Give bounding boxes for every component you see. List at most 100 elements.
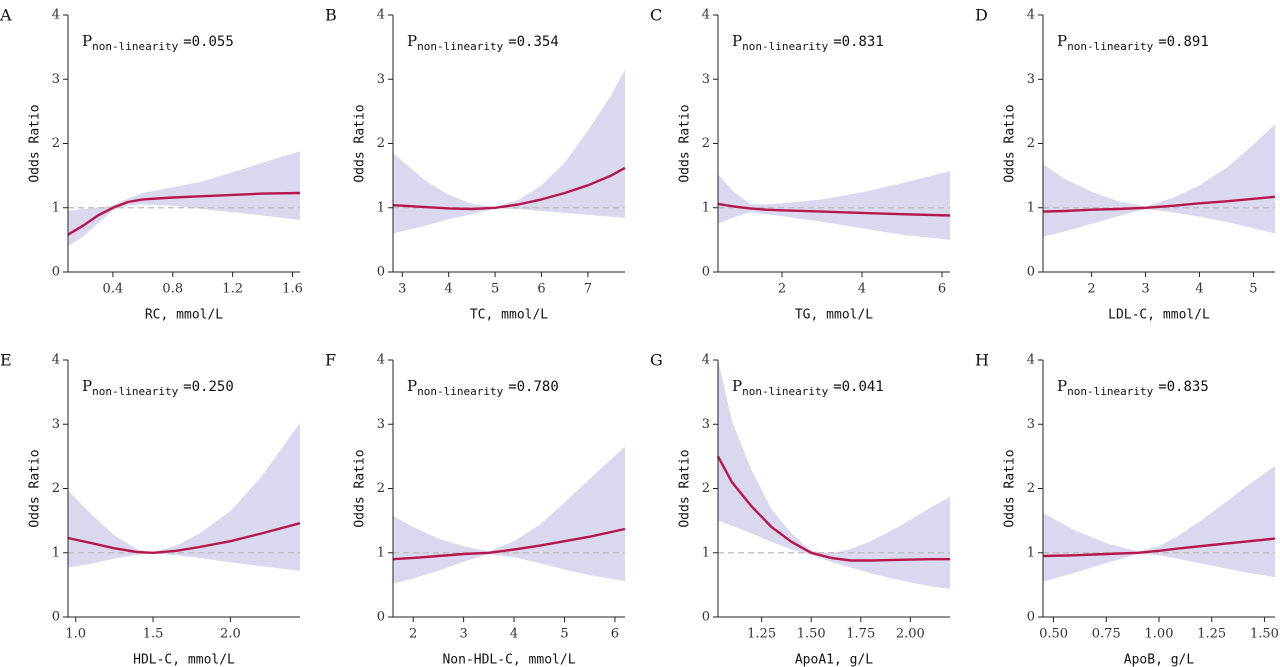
x-tick-label: 4 [858,282,866,297]
x-tick-label: 1.2 [222,282,243,297]
x-tick-label: 0.75 [1092,627,1121,642]
y-tick-label: 3 [702,72,710,87]
y-tick-label: 3 [52,417,60,432]
y-tick-label: 4 [702,8,710,23]
confidence-band [393,446,625,584]
y-tick-label: 1 [1027,200,1035,215]
x-tick-label: 1.0 [65,627,86,642]
x-axis-title: TG, mmol/L [795,308,873,323]
y-axis-title: Odds Ratio [678,104,693,182]
y-tick-label: 3 [377,72,385,87]
x-tick-label: 1.5 [143,627,164,642]
y-tick-label: 2 [52,481,60,496]
y-axis-title: Odds Ratio [1003,104,1018,182]
panel-e: E 0 1 2 3 4 1.0 1.5 2.0 HDL-C, mmol/L Odds Ratio Pn… [0,351,301,667]
odds-ratio-curve [67,191,301,236]
x-tick-label: 0.8 [162,282,183,297]
x-tick-label: 3 [1141,282,1149,297]
x-tick-label: 1.00 [1145,627,1174,642]
y-tick-label: 2 [1027,481,1035,496]
y-tick-label: 1 [702,545,710,560]
y-tick-label: 1 [377,545,385,560]
x-axis-title: ApoA1, g/L [795,653,873,667]
x-tick-label: 2 [778,282,786,297]
panel-letter: G [650,351,663,370]
p-nonlinearity-annotation: Pnon-linearity =0.354 [407,32,559,53]
p-nonlinearity-annotation: Pnon-linearity =0.250 [82,377,234,398]
x-tick-label: 2 [409,627,417,642]
y-tick-label: 1 [702,200,710,215]
y-tick-label: 0 [1027,610,1035,625]
x-tick-label: 6 [611,627,619,642]
p-nonlinearity-annotation: Pnon-linearity =0.041 [732,377,884,398]
panel-h: H 0 1 2 3 4 0.50 0.75 1.00 1.25 1.50 ApoB, g/L Odds … [975,351,1279,667]
x-tick-label: 3 [398,282,406,297]
y-axis-title: Odds Ratio [353,104,368,182]
x-axis-title: Non-HDL-C, mmol/L [442,653,575,667]
y-tick-label: 4 [377,353,385,368]
panel-f: F 0 1 2 3 4 2 3 4 5 6 Non-HDL-C, mmol/L Odds Ratio Pn… [325,351,626,667]
y-axis-title: Odds Ratio [353,449,368,527]
p-nonlinearity-annotation: Pnon-linearity =0.831 [732,32,884,53]
y-tick-label: 2 [377,481,385,496]
x-tick-label: 5 [1249,282,1257,297]
confidence-band [718,171,950,240]
x-axis-title: RC, mmol/L [145,308,223,323]
x-tick-label: 1.75 [846,627,875,642]
panel-c: C 0 1 2 3 4 2 4 6 TG, mmol/L Odds Ratio Pnon-linear… [650,6,951,323]
panel-letter: C [650,6,662,25]
x-tick-label: 1.25 [747,627,776,642]
x-tick-label: 1.50 [1250,627,1279,642]
y-tick-label: 1 [52,200,60,215]
panel-letter: F [325,351,336,370]
y-tick-label: 3 [52,72,60,87]
y-tick-label: 0 [377,610,385,625]
confidence-band [1043,466,1275,582]
y-tick-label: 0 [52,610,60,625]
x-tick-label: 3 [459,627,467,642]
x-tick-label: 1.50 [797,627,826,642]
odds-ratio-curve [717,202,951,217]
panel-letter: D [975,6,988,25]
x-axis-title: TC, mmol/L [470,308,548,323]
y-tick-label: 0 [702,610,710,625]
x-tick-label: 1.6 [282,282,303,297]
odds-ratio-curve [392,166,626,211]
panel-letter: H [975,351,989,370]
y-tick-label: 1 [377,200,385,215]
y-tick-label: 0 [1027,265,1035,280]
x-axis-title: LDL-C, mmol/L [1108,308,1210,323]
panel-letter: A [0,6,12,25]
x-tick-label: 4 [1195,282,1203,297]
confidence-band [68,423,300,571]
x-tick-label: 4 [510,627,518,642]
x-tick-label: 6 [537,282,545,297]
y-tick-label: 2 [377,136,385,151]
y-axis-title: Odds Ratio [678,449,693,527]
x-tick-label: 6 [938,282,946,297]
y-tick-label: 4 [52,8,60,23]
odds-ratio-curve [392,527,626,561]
x-axis-title: ApoB, g/L [1124,653,1195,667]
y-tick-label: 1 [1027,545,1035,560]
panel-a: A 0 1 2 3 4 0.4 0.8 1.2 1.6 RC, mmol/L Odds Ratio Pn… [0,6,303,323]
odds-ratio-curve [716,455,950,562]
y-tick-label: 2 [52,136,60,151]
odds-ratio-curve [67,522,301,554]
p-nonlinearity-annotation: Pnon-linearity =0.055 [82,32,234,53]
y-tick-label: 2 [1027,136,1035,151]
x-tick-label: 4 [445,282,453,297]
x-tick-label: 0.50 [1039,627,1068,642]
odds-ratio-curve [1042,537,1276,558]
panel-letter: B [325,6,337,25]
p-nonlinearity-annotation: Pnon-linearity =0.891 [1057,32,1209,53]
confidence-band [1043,124,1275,237]
panel-d: D 0 1 2 3 4 2 3 4 5 LDL-C, mmol/L Odds Ratio Pnon-li… [975,6,1276,323]
y-tick-label: 2 [702,481,710,496]
x-tick-label: 1.25 [1197,627,1226,642]
y-axis-title: Odds Ratio [1003,449,1018,527]
y-tick-label: 3 [377,417,385,432]
y-tick-label: 0 [52,265,60,280]
y-tick-label: 4 [377,8,385,23]
